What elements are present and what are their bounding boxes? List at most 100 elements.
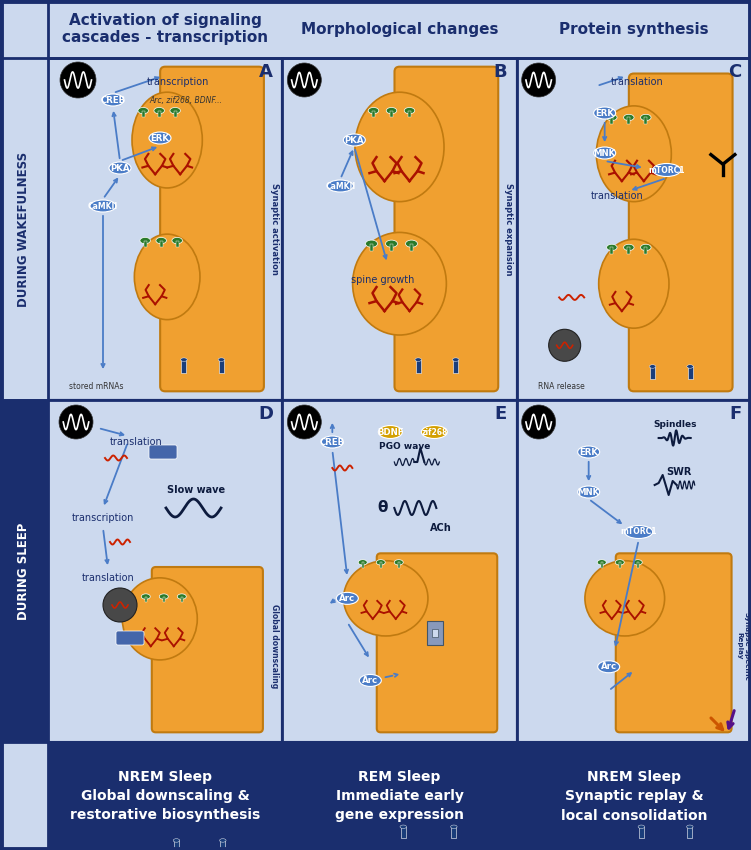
Bar <box>397 563 400 568</box>
Ellipse shape <box>336 592 358 604</box>
FancyBboxPatch shape <box>394 66 498 391</box>
Ellipse shape <box>641 244 651 251</box>
Text: ACh: ACh <box>430 523 451 533</box>
FancyBboxPatch shape <box>160 66 264 391</box>
Ellipse shape <box>638 825 644 829</box>
Bar <box>687 827 692 838</box>
Bar <box>0 742 48 850</box>
Bar <box>182 360 186 372</box>
Bar <box>0 742 751 850</box>
Bar <box>627 117 630 124</box>
Bar <box>390 244 393 251</box>
Text: mTORC1: mTORC1 <box>620 528 657 536</box>
Bar <box>220 841 225 850</box>
Ellipse shape <box>594 107 616 119</box>
Text: Synaptic activation: Synaptic activation <box>270 183 279 275</box>
Text: Morphological changes: Morphological changes <box>300 21 498 37</box>
Bar <box>0 0 751 58</box>
Ellipse shape <box>406 240 418 247</box>
Text: PKA: PKA <box>345 135 364 144</box>
Bar <box>644 247 647 253</box>
Text: ERK: ERK <box>595 109 614 117</box>
Text: D: D <box>259 405 274 423</box>
Ellipse shape <box>181 358 187 361</box>
Text: Activation of signaling
cascades - transcription: Activation of signaling cascades - trans… <box>62 13 268 45</box>
Text: transcription: transcription <box>146 77 210 87</box>
Ellipse shape <box>140 237 150 244</box>
Text: Protein synthesis: Protein synthesis <box>559 21 709 37</box>
FancyBboxPatch shape <box>282 743 517 849</box>
Text: Slow wave: Slow wave <box>167 485 225 495</box>
Ellipse shape <box>421 426 448 439</box>
Ellipse shape <box>633 559 642 565</box>
Bar <box>427 620 443 644</box>
FancyBboxPatch shape <box>517 743 751 849</box>
Text: translation: translation <box>82 573 134 583</box>
FancyBboxPatch shape <box>152 567 263 733</box>
Text: CaMKII: CaMKII <box>88 201 118 211</box>
Ellipse shape <box>653 163 680 177</box>
Ellipse shape <box>641 114 651 121</box>
Ellipse shape <box>597 559 606 565</box>
Ellipse shape <box>359 674 382 687</box>
Ellipse shape <box>358 559 367 565</box>
Circle shape <box>522 63 556 97</box>
Bar <box>410 244 413 251</box>
Text: CREB: CREB <box>320 438 345 446</box>
Text: DURING SLEEP: DURING SLEEP <box>17 522 31 620</box>
Ellipse shape <box>132 92 202 188</box>
Bar <box>639 827 644 838</box>
Bar <box>282 400 517 742</box>
Ellipse shape <box>594 147 616 159</box>
Bar <box>454 360 458 372</box>
Ellipse shape <box>578 446 599 458</box>
Ellipse shape <box>368 107 379 114</box>
Ellipse shape <box>156 237 167 244</box>
Circle shape <box>60 62 96 98</box>
Bar <box>361 563 364 568</box>
Text: translation: translation <box>590 191 643 201</box>
Ellipse shape <box>154 107 164 114</box>
Bar <box>601 563 603 568</box>
Text: F: F <box>729 405 741 423</box>
Ellipse shape <box>122 578 198 660</box>
Ellipse shape <box>90 200 116 212</box>
Bar <box>143 241 146 246</box>
Text: zif268: zif268 <box>421 428 448 437</box>
Bar <box>611 247 614 253</box>
Ellipse shape <box>172 237 182 244</box>
Ellipse shape <box>415 358 421 361</box>
Text: ERK: ERK <box>150 133 170 143</box>
Text: Synapse-specific
Replay: Synapse-specific Replay <box>737 612 749 681</box>
Ellipse shape <box>353 232 446 335</box>
Text: Arc: Arc <box>339 594 355 603</box>
Ellipse shape <box>138 107 149 114</box>
Ellipse shape <box>451 825 457 829</box>
Bar <box>145 597 147 602</box>
Circle shape <box>103 588 137 622</box>
Ellipse shape <box>170 107 180 114</box>
Bar <box>160 241 162 246</box>
Text: MNK: MNK <box>593 149 616 157</box>
Bar <box>611 117 614 124</box>
Text: A: A <box>259 63 273 81</box>
Bar <box>517 400 751 742</box>
Bar <box>637 563 639 568</box>
Ellipse shape <box>686 825 693 829</box>
Ellipse shape <box>615 559 624 565</box>
Ellipse shape <box>585 561 665 636</box>
Ellipse shape <box>141 594 150 599</box>
Ellipse shape <box>327 180 353 192</box>
Text: NREM Sleep
Synaptic replay &
local consolidation: NREM Sleep Synaptic replay & local conso… <box>560 769 707 823</box>
Ellipse shape <box>355 92 444 201</box>
Ellipse shape <box>386 107 397 114</box>
Ellipse shape <box>623 244 634 251</box>
Text: Spindles: Spindles <box>653 420 696 428</box>
Bar <box>619 563 621 568</box>
Text: Arc: Arc <box>601 662 617 672</box>
Bar <box>416 360 421 372</box>
Ellipse shape <box>159 594 168 599</box>
Ellipse shape <box>596 106 671 201</box>
Bar <box>48 400 282 742</box>
Bar <box>174 841 179 850</box>
